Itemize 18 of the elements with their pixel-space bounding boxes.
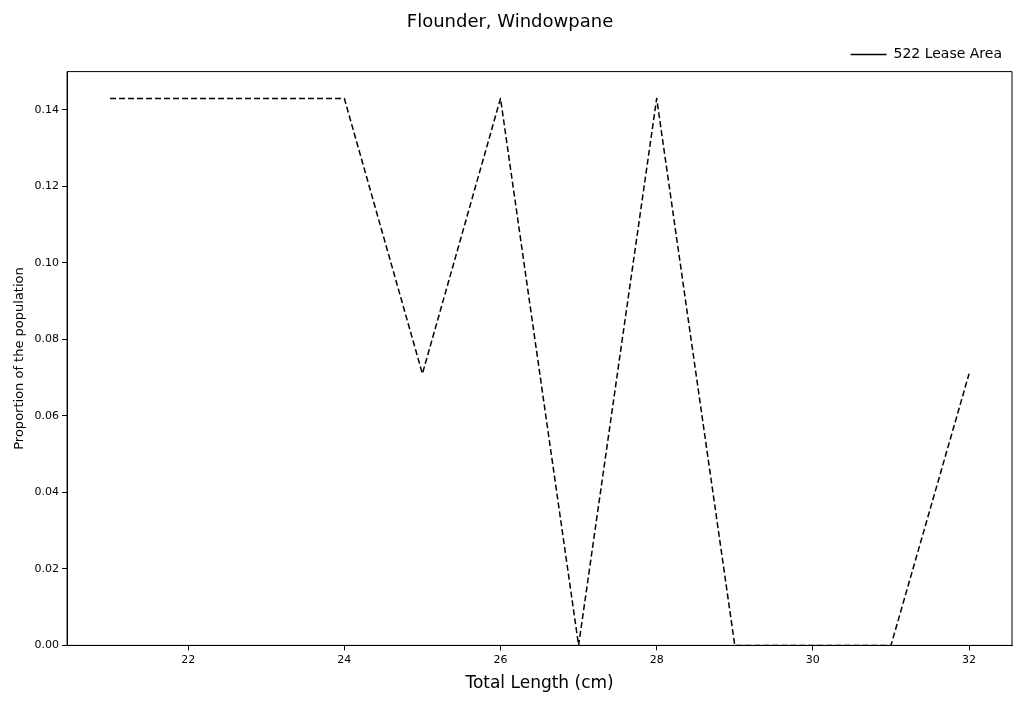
x-tick-label: 30 <box>805 652 820 666</box>
x-tick-label: 22 <box>181 652 196 666</box>
y-tick-label: 0.06 <box>34 408 60 422</box>
y-tick-label: 0.10 <box>34 255 60 269</box>
y-tick-label: 0.00 <box>34 638 60 652</box>
y-tick-label: 0.08 <box>34 332 60 346</box>
y-tick-label: 0.02 <box>34 561 60 575</box>
x-tick-label: 28 <box>649 652 664 666</box>
legend-label: 522 Lease Area <box>893 45 1003 62</box>
y-tick-label: 0.04 <box>34 485 60 499</box>
x-tick-label: 32 <box>962 652 977 666</box>
x-tick-label: 26 <box>493 652 508 666</box>
x-axis-title: Total Length (cm) <box>464 672 614 693</box>
y-tick-label: 0.14 <box>34 102 60 116</box>
y-tick-label: 0.12 <box>34 179 60 193</box>
x-tick-label: 24 <box>337 652 352 666</box>
y-axis-title: Proportion of the population <box>11 267 27 450</box>
chart-title: Flounder, Windowpane <box>406 10 614 32</box>
